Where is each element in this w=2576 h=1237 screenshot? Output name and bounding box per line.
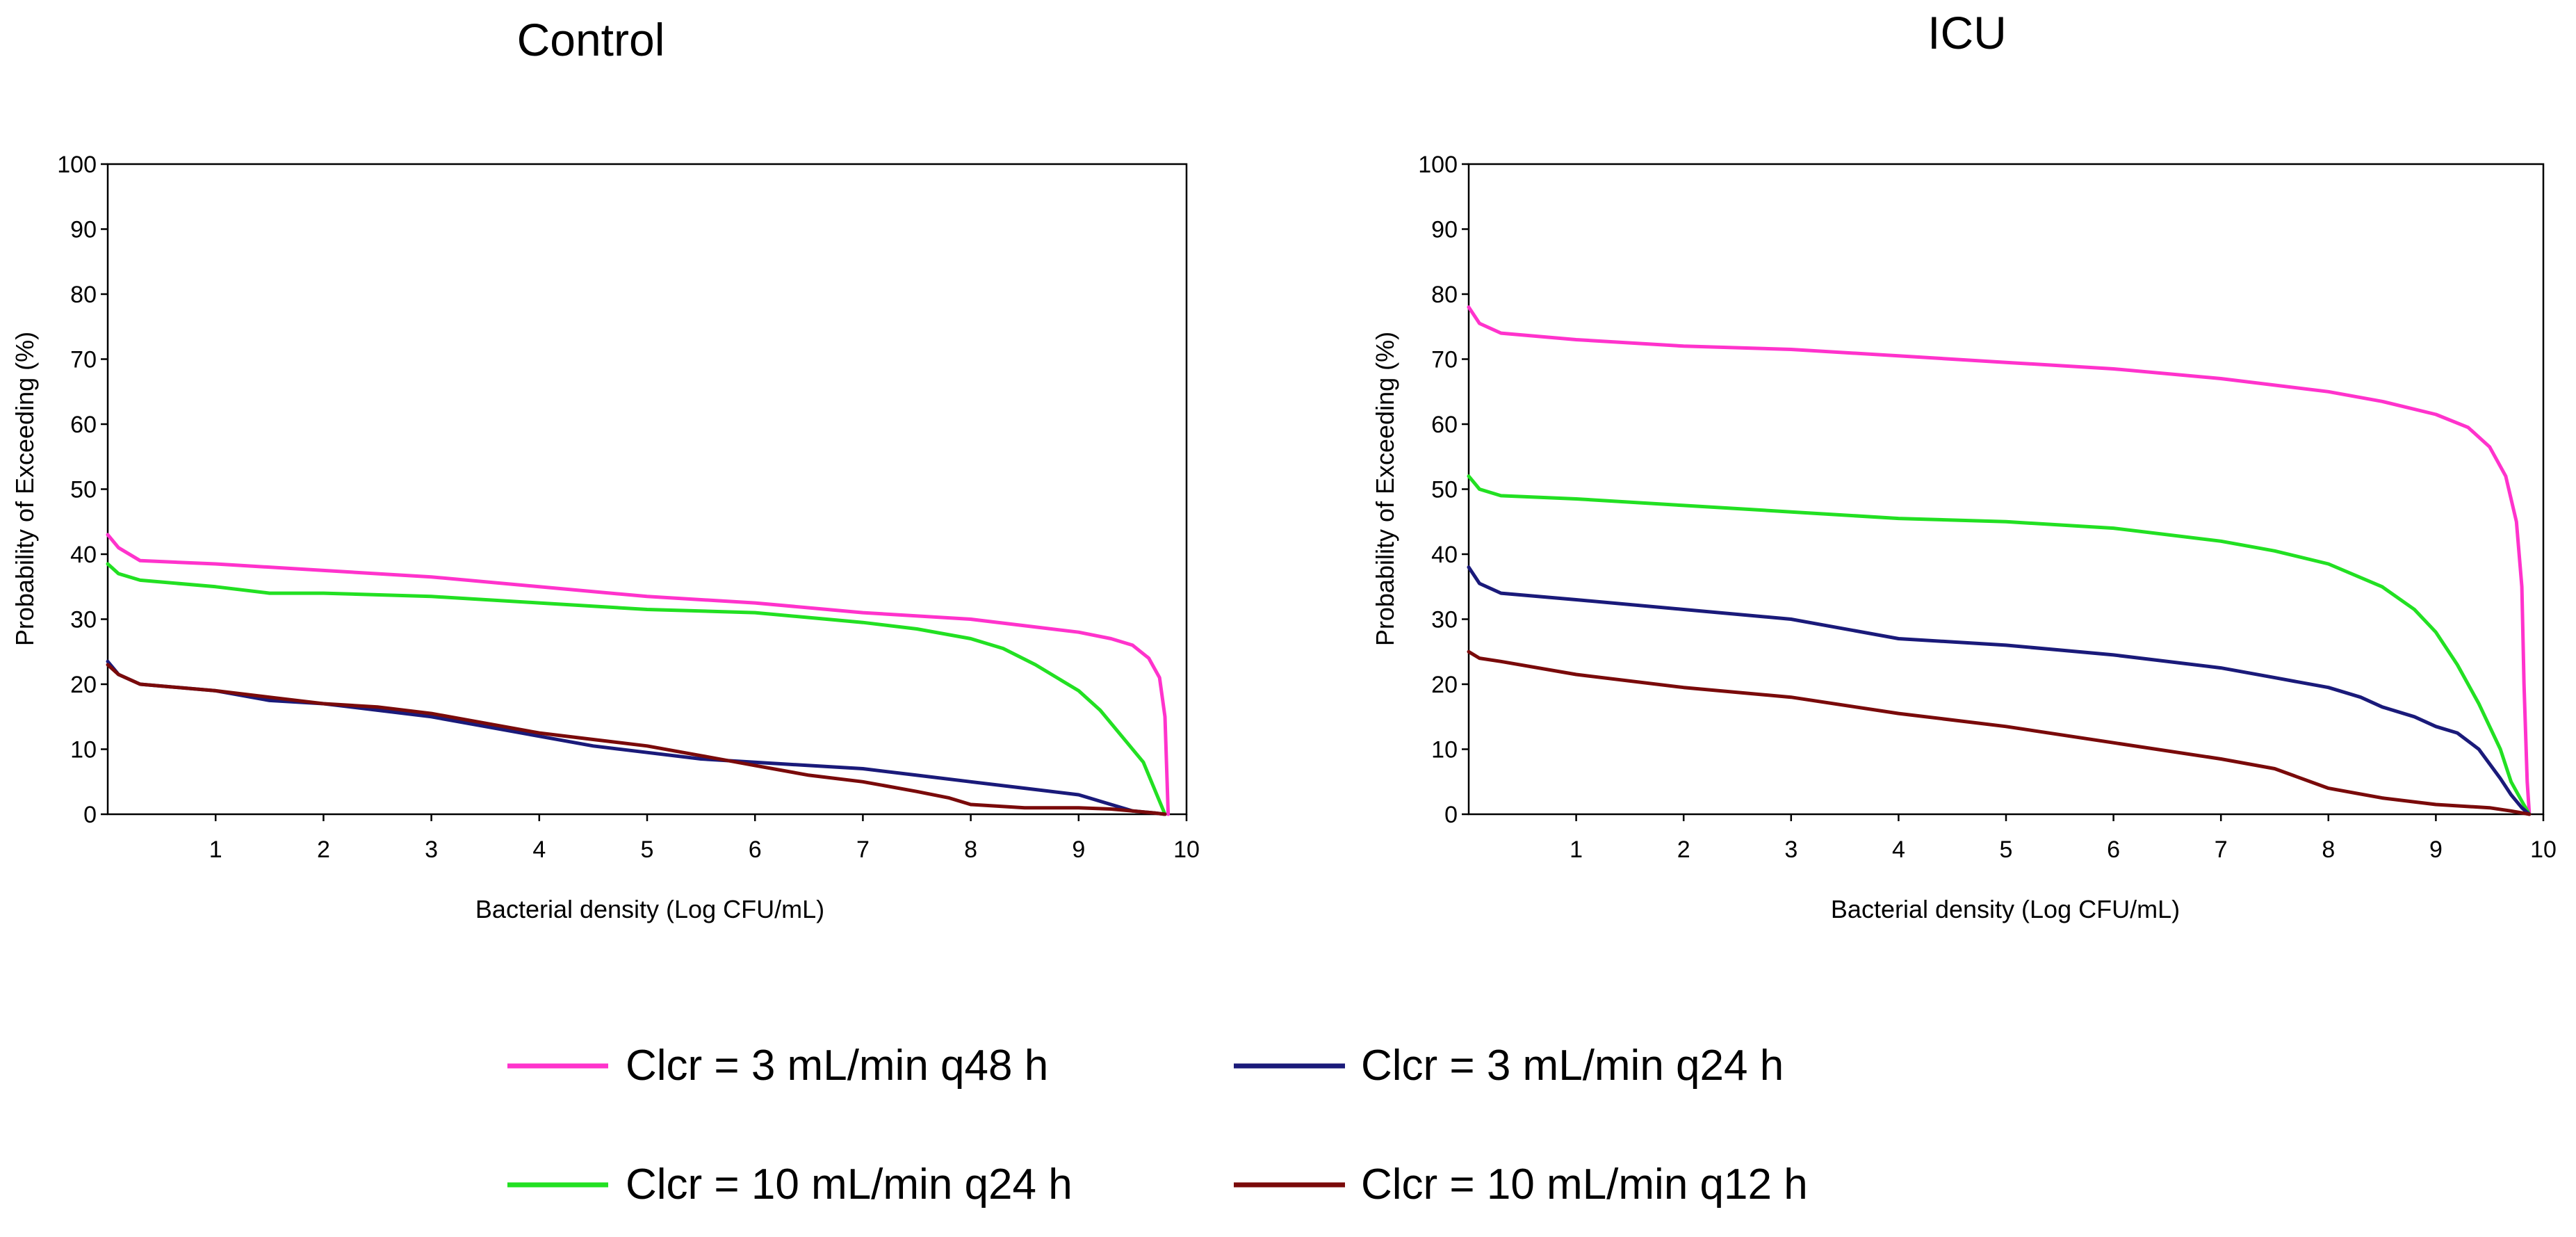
y-tick-label: 80 — [1431, 282, 1458, 308]
y-tick-label: 20 — [1431, 672, 1458, 698]
y-tick-label: 10 — [70, 737, 97, 763]
y-tick-label: 20 — [70, 672, 97, 698]
icu-series — [1467, 305, 2532, 816]
y-tick-label: 30 — [1431, 607, 1458, 633]
x-tick-label: 7 — [2215, 836, 2228, 863]
y-tick-label: 100 — [57, 152, 97, 178]
y-tick-label: 10 — [1431, 737, 1458, 763]
control-chart-title: Control — [517, 14, 665, 65]
x-tick-label: 3 — [1784, 836, 1798, 863]
y-tick-label: 40 — [70, 542, 97, 568]
control-plot-area — [106, 163, 1188, 816]
control-chart: Control 0 10 20 30 40 50 60 70 80 90 100 1 2 3 4 5 6 7 8 9 1… — [10, 14, 1200, 923]
icu-axis-ticks: 0 10 20 30 40 50 60 70 80 90 100 1 2 3 4 5 6 7 8 9 10 — [1418, 152, 2557, 863]
icu-series-line-1 — [1467, 305, 2532, 816]
control-series-line-3 — [106, 659, 1167, 816]
icu-y-axis-label: Probability of Exceeding (%) — [1371, 332, 1399, 646]
icu-plot-area — [1467, 163, 2545, 816]
y-tick-label: 70 — [70, 347, 97, 373]
icu-chart-title: ICU — [1927, 7, 2007, 58]
x-tick-label: 8 — [964, 836, 977, 863]
x-tick-label: 2 — [317, 836, 330, 863]
icu-series-line-3 — [1467, 565, 2532, 816]
y-tick-label: 80 — [70, 282, 97, 308]
legend-label: Clcr = 3 mL/min q48 h — [626, 1042, 1048, 1090]
x-tick-label: 2 — [1677, 836, 1690, 863]
x-tick-label: 7 — [856, 836, 870, 863]
icu-series-line-4 — [1467, 649, 2532, 816]
x-tick-label: 6 — [749, 836, 762, 863]
y-tick-label: 0 — [1444, 802, 1458, 828]
x-tick-label: 6 — [2107, 836, 2120, 863]
x-tick-label: 5 — [641, 836, 654, 863]
control-series-line-1 — [106, 533, 1171, 816]
x-tick-label: 1 — [209, 836, 222, 863]
y-tick-label: 90 — [70, 217, 97, 243]
x-tick-label: 4 — [1892, 836, 1905, 863]
y-tick-label: 70 — [1431, 347, 1458, 373]
x-tick-label: 10 — [1173, 836, 1200, 863]
control-axis-ticks: 0 10 20 30 40 50 60 70 80 90 100 1 2 3 4 5 6 7 8 9 10 — [57, 152, 1200, 863]
icu-x-axis-label: Bacterial density (Log CFU/mL) — [1831, 895, 2180, 923]
control-y-axis-label: Probability of Exceeding (%) — [10, 332, 39, 646]
icu-chart: ICU 0 10 20 30 40 50 60 70 80 90 100 1 2 3 4 5 6 7 8 9 10 Ba… — [1371, 7, 2557, 923]
x-tick-label: 10 — [2530, 836, 2557, 863]
x-tick-label: 8 — [2322, 836, 2335, 863]
x-tick-label: 4 — [532, 836, 546, 863]
y-tick-label: 100 — [1418, 152, 1458, 178]
legend-item: Clcr = 3 mL/min q24 h — [1234, 1042, 1784, 1090]
y-tick-label: 40 — [1431, 542, 1458, 568]
legend-item: Clcr = 10 mL/min q12 h — [1234, 1161, 1808, 1208]
x-tick-label: 1 — [1570, 836, 1583, 863]
x-tick-label: 5 — [2000, 836, 2013, 863]
y-tick-label: 60 — [1431, 412, 1458, 438]
y-tick-label: 50 — [70, 477, 97, 503]
legend-label: Clcr = 10 mL/min q24 h — [626, 1161, 1073, 1208]
x-tick-label: 3 — [425, 836, 438, 863]
legend-label: Clcr = 10 mL/min q12 h — [1361, 1161, 1808, 1208]
legend-item: Clcr = 10 mL/min q24 h — [507, 1161, 1073, 1208]
icu-series-line-2 — [1467, 474, 2532, 816]
control-series-line-2 — [106, 562, 1167, 816]
y-tick-label: 90 — [1431, 217, 1458, 243]
legend-item: Clcr = 3 mL/min q48 h — [507, 1042, 1048, 1090]
x-tick-label: 9 — [1072, 836, 1085, 863]
y-tick-label: 60 — [70, 412, 97, 438]
y-tick-label: 0 — [83, 802, 97, 828]
x-tick-label: 9 — [2429, 836, 2443, 863]
control-x-axis-label: Bacterial density (Log CFU/mL) — [475, 895, 824, 923]
legend-label: Clcr = 3 mL/min q24 h — [1361, 1042, 1784, 1090]
y-tick-label: 50 — [1431, 477, 1458, 503]
control-series-line-4 — [106, 663, 1167, 816]
legend: Clcr = 3 mL/min q48 h Clcr = 3 mL/min q2… — [507, 1042, 1808, 1208]
y-tick-label: 30 — [70, 607, 97, 633]
control-series — [106, 533, 1171, 816]
